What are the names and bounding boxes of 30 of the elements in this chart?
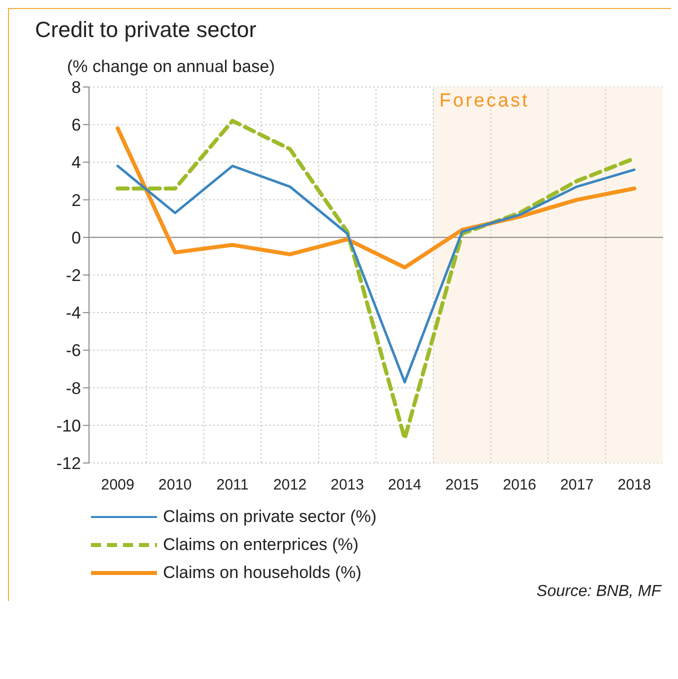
y-tick-label: -2 bbox=[66, 266, 81, 286]
y-tick-label: 0 bbox=[72, 228, 81, 248]
x-tick-label: 2011 bbox=[216, 476, 249, 494]
x-tick-label: 2013 bbox=[330, 476, 364, 494]
y-tick-label: -8 bbox=[66, 378, 81, 398]
x-tick-label: 2010 bbox=[158, 476, 192, 494]
legend-label: Claims on enterprices (%) bbox=[163, 534, 359, 556]
y-axis-title: (% change on annual base) bbox=[66, 57, 276, 77]
line-series bbox=[116, 126, 636, 270]
x-tick-label: 2015 bbox=[445, 476, 479, 494]
source-note: Source: BNB, MF bbox=[536, 583, 663, 601]
y-tick-label: -4 bbox=[66, 304, 81, 323]
y-tick-label: -6 bbox=[66, 341, 81, 360]
legend-label: Claims on private sector (%) bbox=[163, 506, 377, 528]
x-tick-label: 2016 bbox=[502, 476, 536, 494]
y-tick-label: 8 bbox=[72, 78, 81, 98]
line-series bbox=[116, 164, 636, 384]
y-tick-label: -10 bbox=[56, 416, 81, 436]
y-tick-label: 4 bbox=[72, 153, 81, 172]
y-tick-label: 6 bbox=[72, 116, 81, 135]
chart-title: Credit to private sector bbox=[34, 17, 258, 43]
x-tick-label: 2012 bbox=[273, 476, 307, 494]
x-tick-label: 2017 bbox=[560, 476, 594, 494]
y-tick-label: -12 bbox=[56, 454, 81, 474]
legend-label: Claims on households (%) bbox=[163, 562, 362, 584]
x-tick-label: 2018 bbox=[618, 476, 651, 494]
x-tick-label: 2009 bbox=[101, 476, 134, 494]
y-tick-label: 2 bbox=[72, 190, 81, 210]
band-label: Forecast bbox=[439, 90, 530, 112]
x-tick-label: 2014 bbox=[388, 476, 422, 494]
